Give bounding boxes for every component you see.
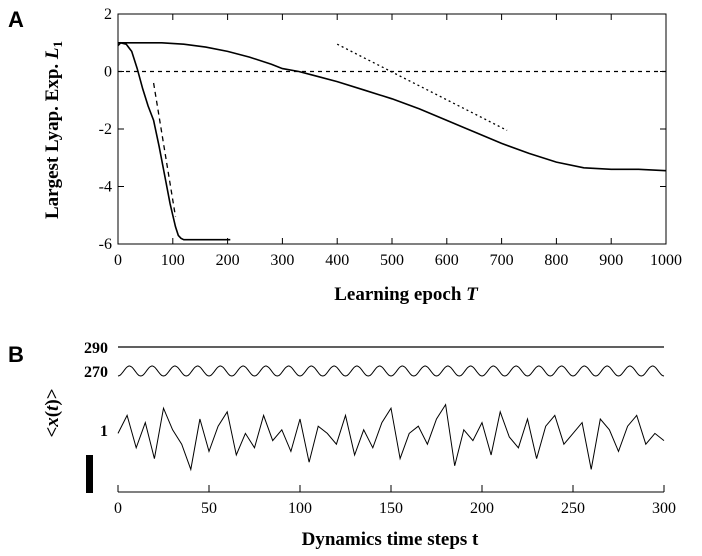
- panel-b-ylabel: <x(t)>: [42, 388, 63, 437]
- panel-b-xtick-label: 250: [561, 500, 585, 517]
- panel-b-scale-bar: [86, 455, 93, 493]
- panel-a-ylabel-text: Largest Lyap. Exp.: [42, 59, 63, 219]
- panel-b-xtick-label: 50: [201, 500, 217, 517]
- panel-b-ylabel-gt: )>: [42, 388, 63, 405]
- panel-a-series-2-line: [152, 82, 177, 217]
- panel-a-xtick-label: 600: [435, 252, 459, 269]
- panel-a-series-3-line: [336, 43, 508, 131]
- panel-b-trace-1-line: [117, 403, 665, 472]
- panel-a-xtick-label: 900: [599, 252, 623, 269]
- panel-a-ytick-label: 0: [104, 64, 112, 81]
- panel-a-ytick-label: -4: [99, 179, 112, 196]
- panel-a-xtick-label: 200: [216, 252, 240, 269]
- panel-a-xlabel-var: T: [466, 284, 479, 305]
- panel-a-xlabel-text: Learning epoch: [334, 284, 466, 305]
- panel-b-ylabel-var: x: [42, 417, 63, 428]
- panel-a-xtick-label: 0: [114, 252, 122, 269]
- panel-b-chart: 0 50 100 150 200 250 300 290 270 1: [84, 340, 676, 517]
- panel-b-trace-label: 270: [84, 364, 108, 381]
- panel-a-xtick-label: 300: [270, 252, 294, 269]
- panel-a-series-1-line: [118, 41, 667, 172]
- panel-a-xlabel: Learning epoch T: [334, 284, 479, 305]
- panel-a-xtick-label: 800: [544, 252, 568, 269]
- panel-b-xtick-label: 150: [379, 500, 403, 517]
- panel-a-xtick-label: 1000: [650, 252, 682, 269]
- panel-a-xtick-label: 400: [325, 252, 349, 269]
- panel-a-frame: [117, 13, 667, 245]
- panel-a-ytick-label: -6: [99, 236, 112, 253]
- panel-b-trace-270-line: [117, 365, 665, 377]
- panel-b-ylabel-paren: (: [42, 411, 63, 417]
- panel-a-ylabel-var: L: [42, 47, 63, 60]
- panel-a-letter: A: [8, 7, 24, 32]
- panel-a-xtick-label: 500: [380, 252, 404, 269]
- panel-a-ytick-label: -2: [99, 121, 112, 138]
- panel-a-ylabel-sub: 1: [50, 41, 65, 48]
- panel-b-trace-label: 290: [84, 340, 108, 357]
- panel-a-series-0-line: [117, 41, 231, 241]
- panel-b-xlabel: Dynamics time steps t: [302, 529, 479, 550]
- panel-b-xtick-label: 100: [288, 500, 312, 517]
- panel-b-letter: B: [8, 342, 24, 367]
- panel-b-xtick-label: 300: [652, 500, 676, 517]
- panel-b-xtick-label: 200: [470, 500, 494, 517]
- panel-a-xtick-label: 700: [490, 252, 514, 269]
- panel-b-trace-label: 1: [100, 423, 108, 440]
- panel-a-xtick-label: 100: [161, 252, 185, 269]
- panel-b-xtick-label: 0: [114, 500, 122, 517]
- panel-b-ylabel-lt: <: [42, 427, 63, 438]
- panel-a-chart: 0 100 200 300 400 500 600 700 800 900 1000 2 0 -2 -4 -6: [99, 6, 682, 269]
- panel-a-ylabel: Largest Lyap. Exp. L1: [42, 41, 65, 219]
- panel-a-ytick-label: 2: [104, 6, 112, 23]
- panel-b-ylabel-t: t: [42, 405, 63, 411]
